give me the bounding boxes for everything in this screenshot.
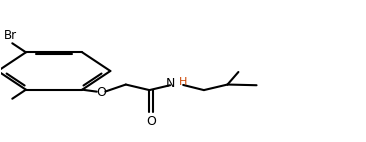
Text: H: H <box>179 77 187 87</box>
Text: Br: Br <box>4 29 17 42</box>
Text: N: N <box>165 77 175 90</box>
Text: O: O <box>146 115 156 128</box>
Text: O: O <box>96 86 106 99</box>
